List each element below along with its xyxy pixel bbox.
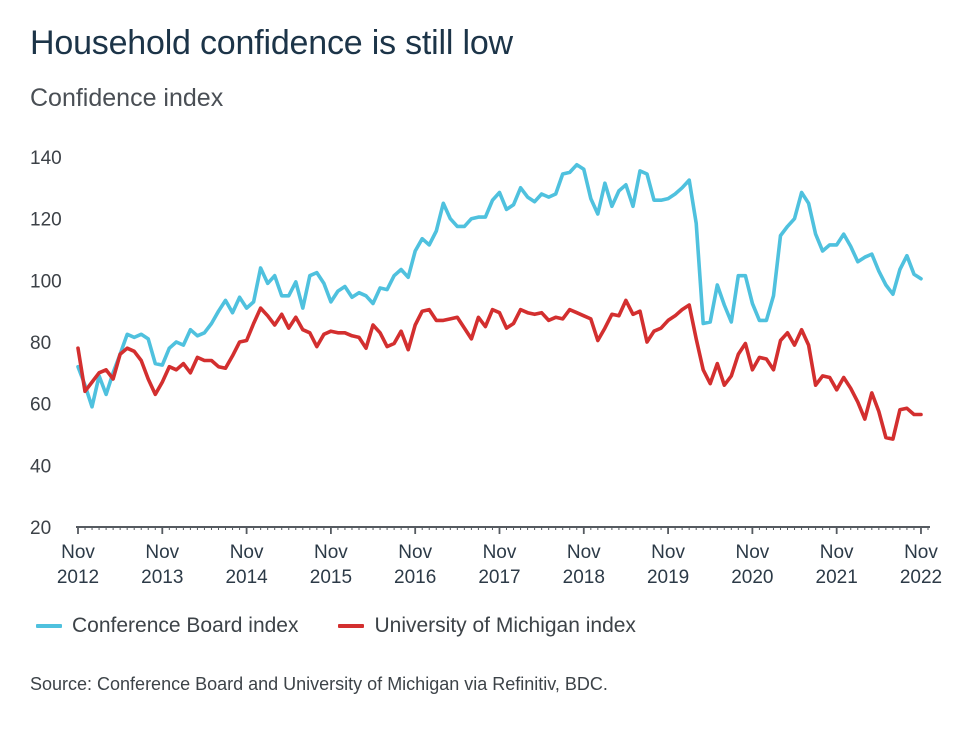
x-tick-month: Nov xyxy=(398,542,432,563)
x-axis: Nov 2012 Nov 2013 Nov 2014 Nov 2015 Nov 2016 Nov 20… xyxy=(57,526,942,588)
x-tick-month: Nov xyxy=(651,542,685,563)
chart-subtitle: Confidence index xyxy=(30,84,224,112)
legend-label-michigan: University of Michigan index xyxy=(374,614,636,637)
y-axis-ticks: 20 40 60 80 100 120 140 xyxy=(30,148,62,539)
x-tick-month: Nov xyxy=(904,542,938,563)
x-tick-month: Nov xyxy=(735,542,769,563)
y-tick-label: 20 xyxy=(30,518,51,539)
series-line-michigan xyxy=(76,298,923,441)
legend: Conference Board index University of Mic… xyxy=(36,614,676,638)
legend-item-conference-board: Conference Board index xyxy=(36,614,298,638)
x-tick-month: Nov xyxy=(820,542,854,563)
y-tick-label: 100 xyxy=(30,271,62,292)
x-tick-year: 2016 xyxy=(394,567,436,588)
legend-swatch-michigan xyxy=(338,624,365,628)
x-tick-year: 2017 xyxy=(478,567,520,588)
x-tick-month: Nov xyxy=(230,542,264,563)
x-tick-month: Nov xyxy=(483,542,517,563)
x-tick-year: 2022 xyxy=(900,567,942,588)
x-tick-month: Nov xyxy=(314,542,348,563)
y-tick-label: 80 xyxy=(30,333,51,354)
x-tick-year: 2019 xyxy=(647,567,689,588)
series-line-conference-board xyxy=(76,162,923,409)
source-note: Source: Conference Board and University … xyxy=(30,674,608,694)
x-tick-month: Nov xyxy=(567,542,601,563)
x-tick-year: 2018 xyxy=(563,567,605,588)
legend-item-michigan: University of Michigan index xyxy=(338,614,636,638)
x-tick-year: 2012 xyxy=(57,567,99,588)
y-tick-label: 140 xyxy=(30,148,62,169)
chart-title: Household confidence is still low xyxy=(30,24,513,62)
x-tick-year: 2021 xyxy=(816,567,858,588)
x-tick-month: Nov xyxy=(145,542,179,563)
x-tick-month: Nov xyxy=(61,542,95,563)
x-tick-year: 2015 xyxy=(310,567,352,588)
y-tick-label: 120 xyxy=(30,210,62,231)
x-tick-year: 2020 xyxy=(731,567,773,588)
x-tick-year: 2014 xyxy=(225,567,268,588)
y-tick-label: 60 xyxy=(30,395,51,416)
chart-lines xyxy=(76,162,923,441)
x-tick-year: 2013 xyxy=(141,567,183,588)
legend-label-conference-board: Conference Board index xyxy=(72,614,299,637)
y-tick-label: 40 xyxy=(30,456,51,477)
legend-swatch-conference-board xyxy=(36,624,62,628)
